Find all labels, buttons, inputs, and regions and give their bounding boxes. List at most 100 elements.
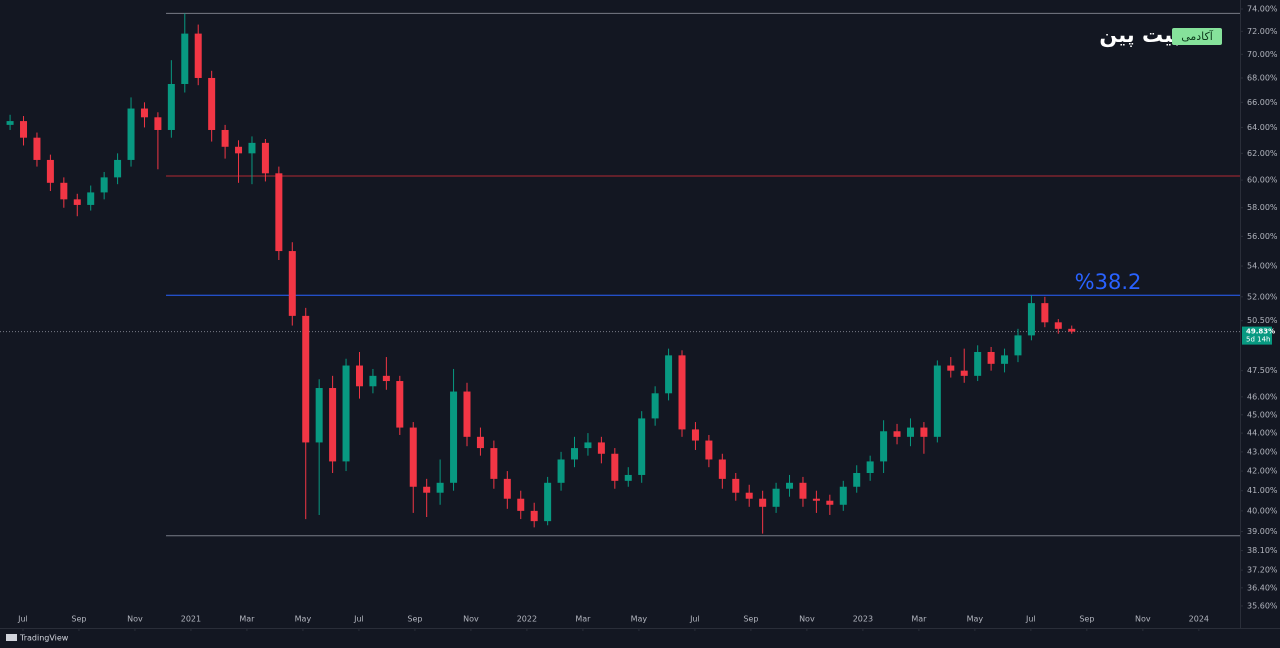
candle-body bbox=[288, 251, 296, 316]
candle-body bbox=[530, 510, 538, 522]
candle-body bbox=[624, 474, 632, 481]
candle-body bbox=[933, 365, 941, 437]
candle-body bbox=[705, 440, 713, 460]
y-tick-label: 40.00% bbox=[1247, 506, 1278, 515]
candle-body bbox=[221, 129, 229, 147]
last-price-label: 49.83% bbox=[1246, 328, 1275, 336]
x-tick-label: 2024 bbox=[1189, 615, 1209, 624]
countdown: 5d 14h bbox=[1246, 336, 1270, 344]
x-tick-label: Mar bbox=[575, 615, 591, 624]
candle-body bbox=[732, 478, 740, 493]
footer: TradingView bbox=[19, 634, 69, 643]
candle-body bbox=[571, 448, 579, 460]
candle-body bbox=[275, 173, 283, 252]
y-tick-label: 68.00% bbox=[1247, 73, 1278, 82]
y-tick-label: 37.20% bbox=[1247, 566, 1278, 575]
x-tick-label: 2021 bbox=[181, 615, 201, 624]
x-tick-label: May bbox=[967, 615, 984, 624]
candle-body bbox=[987, 351, 995, 364]
x-tick-label: Jul bbox=[353, 615, 364, 624]
candle-body bbox=[906, 427, 914, 437]
candle-body bbox=[194, 33, 202, 78]
y-tick-label: 50.50% bbox=[1247, 316, 1278, 325]
candle-body bbox=[812, 498, 820, 501]
tv-logo bbox=[6, 634, 17, 641]
candle-body bbox=[1027, 303, 1035, 336]
candle-body bbox=[678, 355, 686, 430]
candle-body bbox=[517, 498, 525, 511]
candle-body bbox=[6, 121, 14, 125]
candle-body bbox=[1041, 303, 1049, 323]
y-tick-label: 47.50% bbox=[1247, 366, 1278, 375]
candle-body bbox=[960, 370, 968, 376]
candle-body bbox=[423, 486, 431, 493]
x-tick-label: Jul bbox=[1025, 615, 1036, 624]
y-tick-label: 64.00% bbox=[1247, 123, 1278, 132]
candle-body bbox=[46, 159, 54, 183]
y-tick-label: 58.00% bbox=[1247, 203, 1278, 212]
x-tick-label: Nov bbox=[127, 615, 143, 624]
candle-body bbox=[140, 108, 148, 118]
candle-body bbox=[382, 375, 390, 382]
x-tick-label: Jul bbox=[17, 615, 28, 624]
y-tick-label: 62.00% bbox=[1247, 149, 1278, 158]
candle-body bbox=[208, 77, 216, 130]
candle-body bbox=[342, 365, 350, 462]
x-tick-label: Sep bbox=[407, 615, 422, 624]
candle-body bbox=[665, 355, 673, 394]
candle-body bbox=[611, 453, 619, 481]
candle-body bbox=[1054, 322, 1062, 329]
x-tick-label: May bbox=[631, 615, 648, 624]
candle-body bbox=[33, 137, 41, 160]
candle-body bbox=[355, 365, 363, 387]
y-tick-label: 45.00% bbox=[1247, 410, 1278, 419]
y-tick-label: 54.00% bbox=[1247, 262, 1278, 271]
x-tick-label: Sep bbox=[743, 615, 758, 624]
candle-body bbox=[839, 486, 847, 505]
logo-badge: آکادمی bbox=[1181, 29, 1214, 43]
candle-body bbox=[974, 351, 982, 376]
candle-body bbox=[369, 375, 377, 387]
candle-body bbox=[759, 498, 767, 507]
candle-body bbox=[396, 381, 404, 428]
candle-body bbox=[302, 315, 310, 443]
candle-body bbox=[114, 159, 122, 178]
candle-body bbox=[920, 427, 928, 437]
candle-body bbox=[584, 442, 592, 449]
y-tick-label: 35.60% bbox=[1247, 601, 1278, 610]
candle-body bbox=[557, 459, 565, 483]
candle-body bbox=[248, 142, 256, 154]
y-tick-label: 60.00% bbox=[1247, 176, 1278, 185]
candle-body bbox=[463, 391, 471, 437]
candle-body bbox=[853, 473, 861, 487]
y-tick-label: 70.00% bbox=[1247, 50, 1278, 59]
candle-body bbox=[409, 427, 417, 487]
candle-body bbox=[329, 388, 337, 462]
y-tick-label: 43.00% bbox=[1247, 447, 1278, 456]
x-tick-label: Nov bbox=[1135, 615, 1151, 624]
y-tick-label: 41.00% bbox=[1247, 486, 1278, 495]
candle-body bbox=[745, 492, 753, 499]
x-tick-label: May bbox=[295, 615, 312, 624]
candle-body bbox=[866, 461, 874, 474]
x-tick-label: Sep bbox=[1079, 615, 1094, 624]
candle-body bbox=[1001, 355, 1009, 364]
candle-body bbox=[772, 488, 780, 507]
candle-body bbox=[544, 482, 552, 522]
y-tick-label: 36.40% bbox=[1247, 583, 1278, 592]
candle-body bbox=[1014, 335, 1022, 356]
y-tick-label: 52.00% bbox=[1247, 292, 1278, 301]
candle-body bbox=[826, 500, 834, 505]
x-tick-label: 2023 bbox=[853, 615, 873, 624]
candle-body bbox=[20, 121, 28, 138]
candle-body bbox=[503, 478, 511, 499]
x-tick-label: Jul bbox=[689, 615, 700, 624]
candle-body bbox=[436, 482, 444, 493]
candle-body bbox=[691, 429, 699, 441]
y-tick-label: 42.00% bbox=[1247, 467, 1278, 476]
x-tick-label: Mar bbox=[911, 615, 927, 624]
y-tick-label: 72.00% bbox=[1247, 27, 1278, 36]
x-tick-label: Nov bbox=[463, 615, 479, 624]
candle-body bbox=[450, 391, 458, 483]
